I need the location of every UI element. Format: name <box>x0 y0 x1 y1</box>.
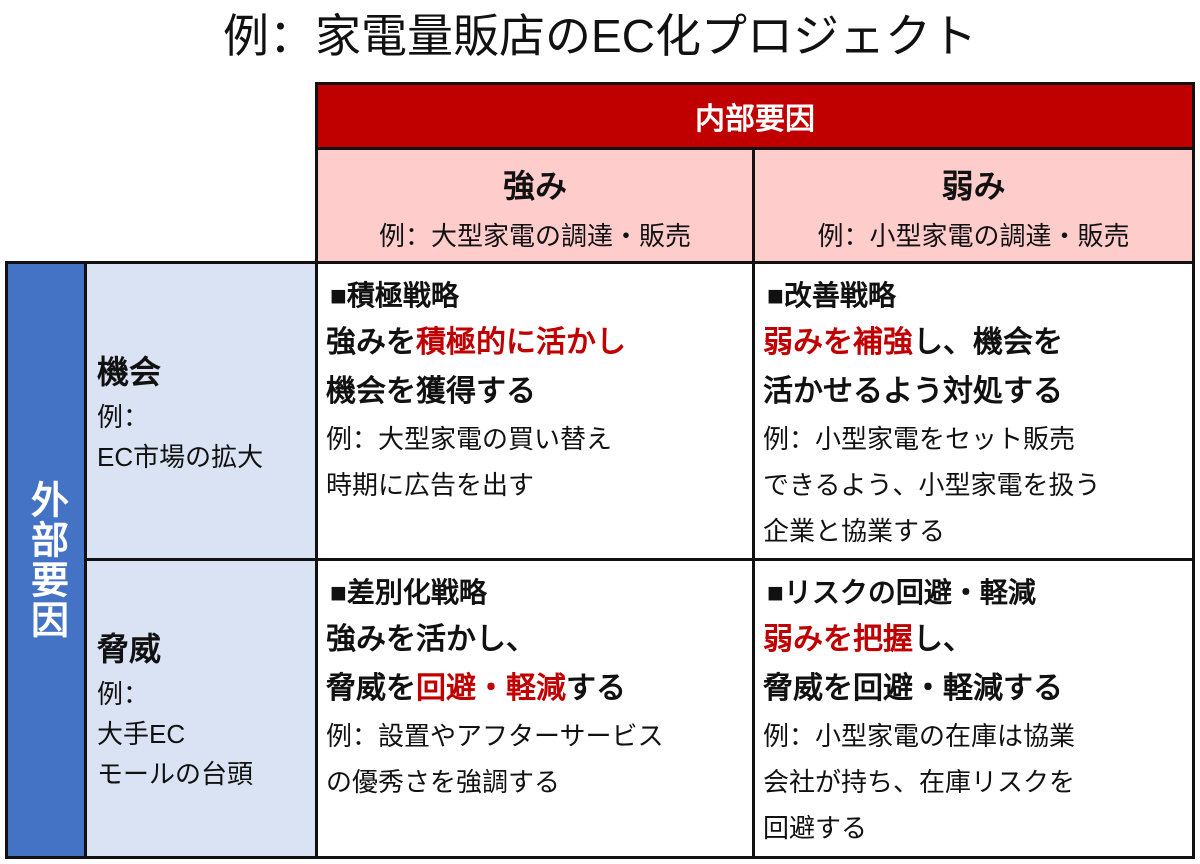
strategy-text: 強みを活かし、 <box>326 623 536 656</box>
strategy-main-line: 脅威を回避・軽減する <box>763 664 1192 713</box>
strategy-main-line: 活かせるよう対処する <box>763 367 1192 416</box>
column-heading: 弱み <box>941 168 1006 204</box>
strategy-example-line: できるよう、小型家電を扱う <box>763 470 1101 500</box>
strategy-main-line: 弱みを補強し、機会を <box>763 318 1192 367</box>
highlighted-text: 回避・軽減 <box>416 672 566 705</box>
row-example-line: 大手EC <box>97 718 186 749</box>
strategy-main-line: 機会を獲得する <box>326 367 752 416</box>
strategy-text: し、 <box>913 623 973 656</box>
row-example-line: 例： <box>97 401 150 432</box>
strategy-cell-wo: ■改善戦略弱みを補強し、機会を活かせるよう対処する 例：小型家電をセット販売 できる… <box>752 261 1195 562</box>
highlighted-text: 弱みを補強 <box>763 326 913 359</box>
external-factors-header: 外部要因 <box>5 261 87 859</box>
column-heading: 強み <box>502 168 567 204</box>
strategy-example-line: の優秀さを強調する <box>326 767 561 797</box>
column-example: 例：小型家電の調達・販売 <box>817 221 1130 251</box>
strategy-heading: ■積極戦略 <box>330 280 459 311</box>
strategy-text: 活かせるよう対処する <box>763 375 1063 408</box>
strategy-main-line: 強みを活かし、 <box>326 615 752 664</box>
internal-factors-label: 内部要因 <box>695 103 815 136</box>
column-header-strengths: 強み 例：大型家電の調達・販売 <box>315 147 755 264</box>
strategy-text: する <box>566 672 626 705</box>
strategy-cell-st: ■差別化戦略 強みを活かし、 脅威を回避・軽減する 例：設置やアフターサービス の優秀さ… <box>315 558 755 859</box>
column-example: 例：大型家電の調達・販売 <box>378 221 691 251</box>
external-factors-label: 外部要因 <box>24 480 67 640</box>
strategy-example-line: 会社が持ち、在庫リスクを <box>763 767 1076 797</box>
strategy-text: 脅威を <box>326 672 416 705</box>
row-heading: 機会 <box>97 353 162 390</box>
strategy-heading: ■リスクの回避・軽減 <box>767 577 1036 608</box>
strategy-heading: ■差別化戦略 <box>330 577 487 608</box>
strategy-text: し、機会を <box>913 326 1063 359</box>
highlighted-text: 積極的に活かし <box>416 326 626 359</box>
strategy-example-line: 企業と協業する <box>763 516 946 546</box>
strategy-example-line: 回避する <box>763 813 868 843</box>
strategy-heading: ■改善戦略 <box>767 280 896 311</box>
strategy-example-line: 例：設置やアフターサービス <box>326 721 664 751</box>
strategy-example-line: 時期に広告を出す <box>326 470 535 500</box>
row-header-threats: 脅威例： 大手EC モールの台頭 <box>84 558 318 859</box>
row-heading: 脅威 <box>97 630 162 667</box>
strategy-cell-so: ■積極戦略強みを積極的に活かし機会を獲得する例：大型家電の買い替え 時期に広告を出… <box>315 261 755 562</box>
strategy-example-line: 例：大型家電の買い替え <box>326 424 613 454</box>
strategy-text: 脅威を回避・軽減する <box>763 672 1063 705</box>
strategy-cell-wt: ■リスクの回避・軽減弱みを把握し、脅威を回避・軽減する 例：小型家電の在庫は協業会… <box>752 558 1195 859</box>
strategy-example-line: 例：小型家電をセット販売 <box>763 424 1076 454</box>
strategy-main-line: 脅威を回避・軽減する <box>326 664 752 713</box>
internal-factors-header: 内部要因 <box>315 82 1195 150</box>
row-example-line: モールの台頭 <box>97 758 254 789</box>
row-example-line: 例： <box>97 678 150 709</box>
strategy-example-line: 例：小型家電の在庫は協業 <box>763 721 1076 751</box>
strategy-text: 強みを <box>326 326 416 359</box>
row-header-opportunities: 機会例： EC市場の拡大 <box>84 261 318 562</box>
row-example-line: EC市場の拡大 <box>97 441 264 472</box>
column-header-weaknesses: 弱み 例：小型家電の調達・販売 <box>752 147 1195 264</box>
strategy-main-line: 弱みを把握し、 <box>763 615 1192 664</box>
highlighted-text: 弱みを把握 <box>763 623 913 656</box>
page-title: 例：家電量販店のEC化プロジェクト <box>223 10 977 62</box>
strategy-text: 機会を獲得する <box>326 375 536 408</box>
strategy-main-line: 強みを積極的に活かし <box>326 318 752 367</box>
